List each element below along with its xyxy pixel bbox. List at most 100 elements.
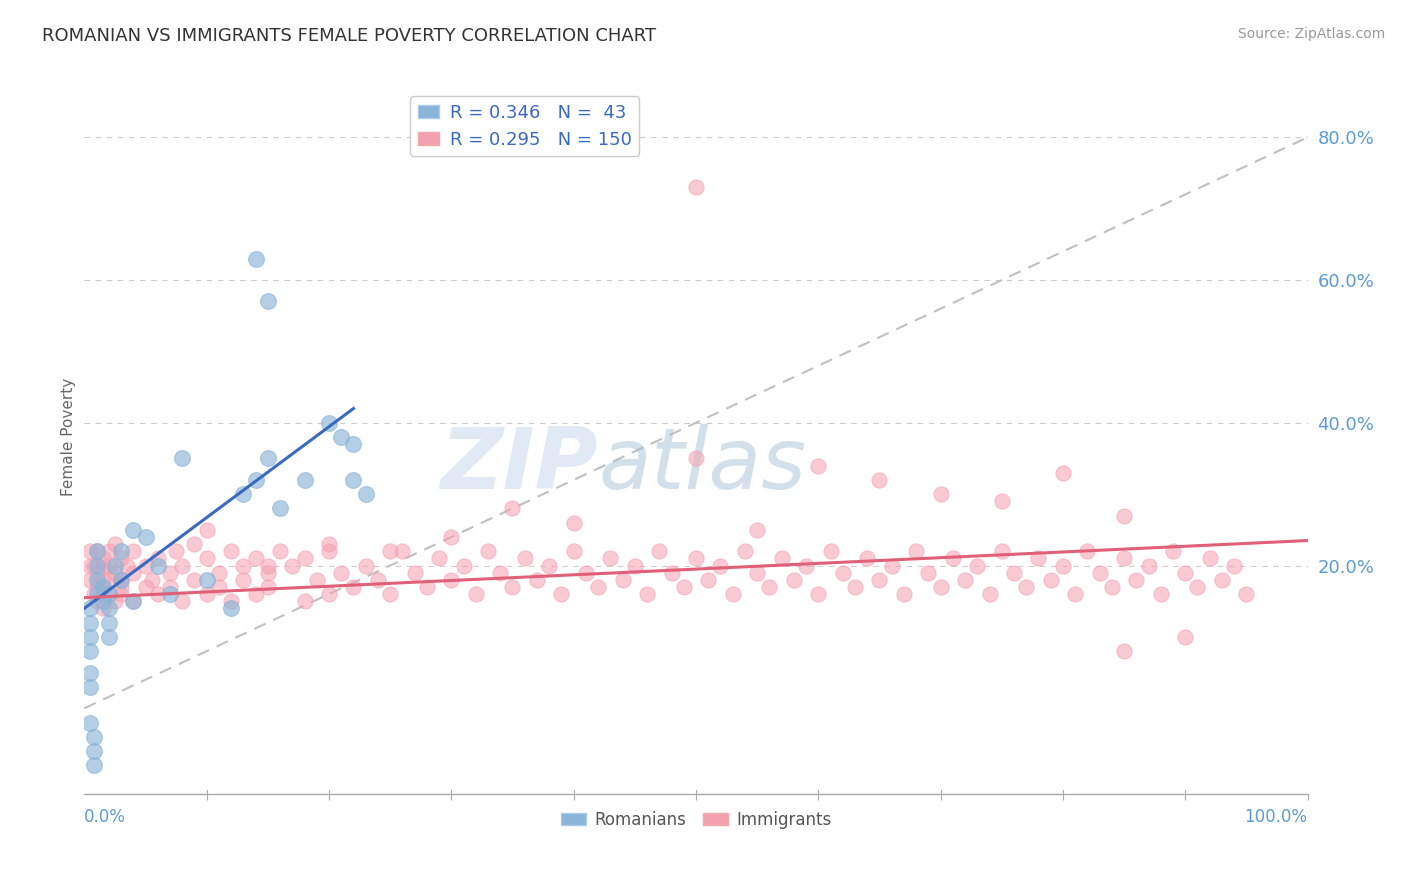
Point [135,558,157,573]
Point [219,601,242,615]
Point [146,587,169,601]
Point [195,523,218,537]
Point [1174,630,1197,644]
Point [97,544,120,558]
Point [86,580,108,594]
Point [747,566,769,580]
Point [183,537,205,551]
Point [330,566,353,580]
Point [550,587,572,601]
Point [97,601,120,615]
Point [562,516,585,530]
Point [416,580,439,594]
Point [342,473,364,487]
Point [97,558,120,573]
Point [697,573,720,587]
Point [172,594,194,608]
Point [869,473,891,487]
Point [86,544,108,558]
Point [440,573,463,587]
Point [685,451,707,466]
Point [91,594,114,608]
Point [83,558,105,573]
Point [1015,580,1038,594]
Point [367,573,389,587]
Point [330,430,353,444]
Point [86,594,108,608]
Point [115,558,138,573]
Point [477,544,499,558]
Point [97,587,120,601]
Point [294,594,316,608]
Point [440,530,463,544]
Point [991,494,1014,508]
Point [195,587,218,601]
Point [807,587,830,601]
Point [122,544,145,558]
Point [110,544,132,558]
Point [79,573,101,587]
Point [232,558,254,573]
Point [831,566,853,580]
Point [880,558,903,573]
Point [79,630,101,644]
Point [1125,573,1147,587]
Point [269,544,291,558]
Point [318,587,340,601]
Point [1101,580,1123,594]
Point [685,551,707,566]
Point [661,566,683,580]
Point [1187,580,1209,594]
Point [79,615,101,630]
Point [856,551,879,566]
Point [820,544,842,558]
Point [257,294,280,309]
Point [294,473,316,487]
Point [1198,551,1220,566]
Point [281,558,304,573]
Point [636,587,658,601]
Point [502,501,524,516]
Point [165,544,187,558]
Point [104,537,127,551]
Point [672,580,695,594]
Point [404,566,426,580]
Point [305,573,328,587]
Point [1064,587,1087,601]
Point [110,573,132,587]
Point [318,416,340,430]
Point [294,551,316,566]
Point [1137,558,1160,573]
Point [1052,558,1074,573]
Point [86,587,108,601]
Point [257,558,280,573]
Point [464,587,486,601]
Point [453,558,475,573]
Point [83,744,105,758]
Point [110,551,132,566]
Point [1076,544,1098,558]
Point [538,558,561,573]
Point [183,573,205,587]
Point [245,252,267,266]
Point [794,558,817,573]
Point [79,558,101,573]
Point [758,580,780,594]
Point [709,558,731,573]
Point [380,587,402,601]
Point [257,580,280,594]
Point [91,580,114,594]
Point [599,551,621,566]
Point [869,573,891,587]
Point [929,487,952,501]
Point [110,587,132,601]
Point [97,615,120,630]
Point [245,473,267,487]
Point [354,558,377,573]
Point [141,573,163,587]
Point [97,630,120,644]
Point [1211,573,1233,587]
Point [159,566,181,580]
Point [208,566,231,580]
Text: ZIP: ZIP [440,424,598,508]
